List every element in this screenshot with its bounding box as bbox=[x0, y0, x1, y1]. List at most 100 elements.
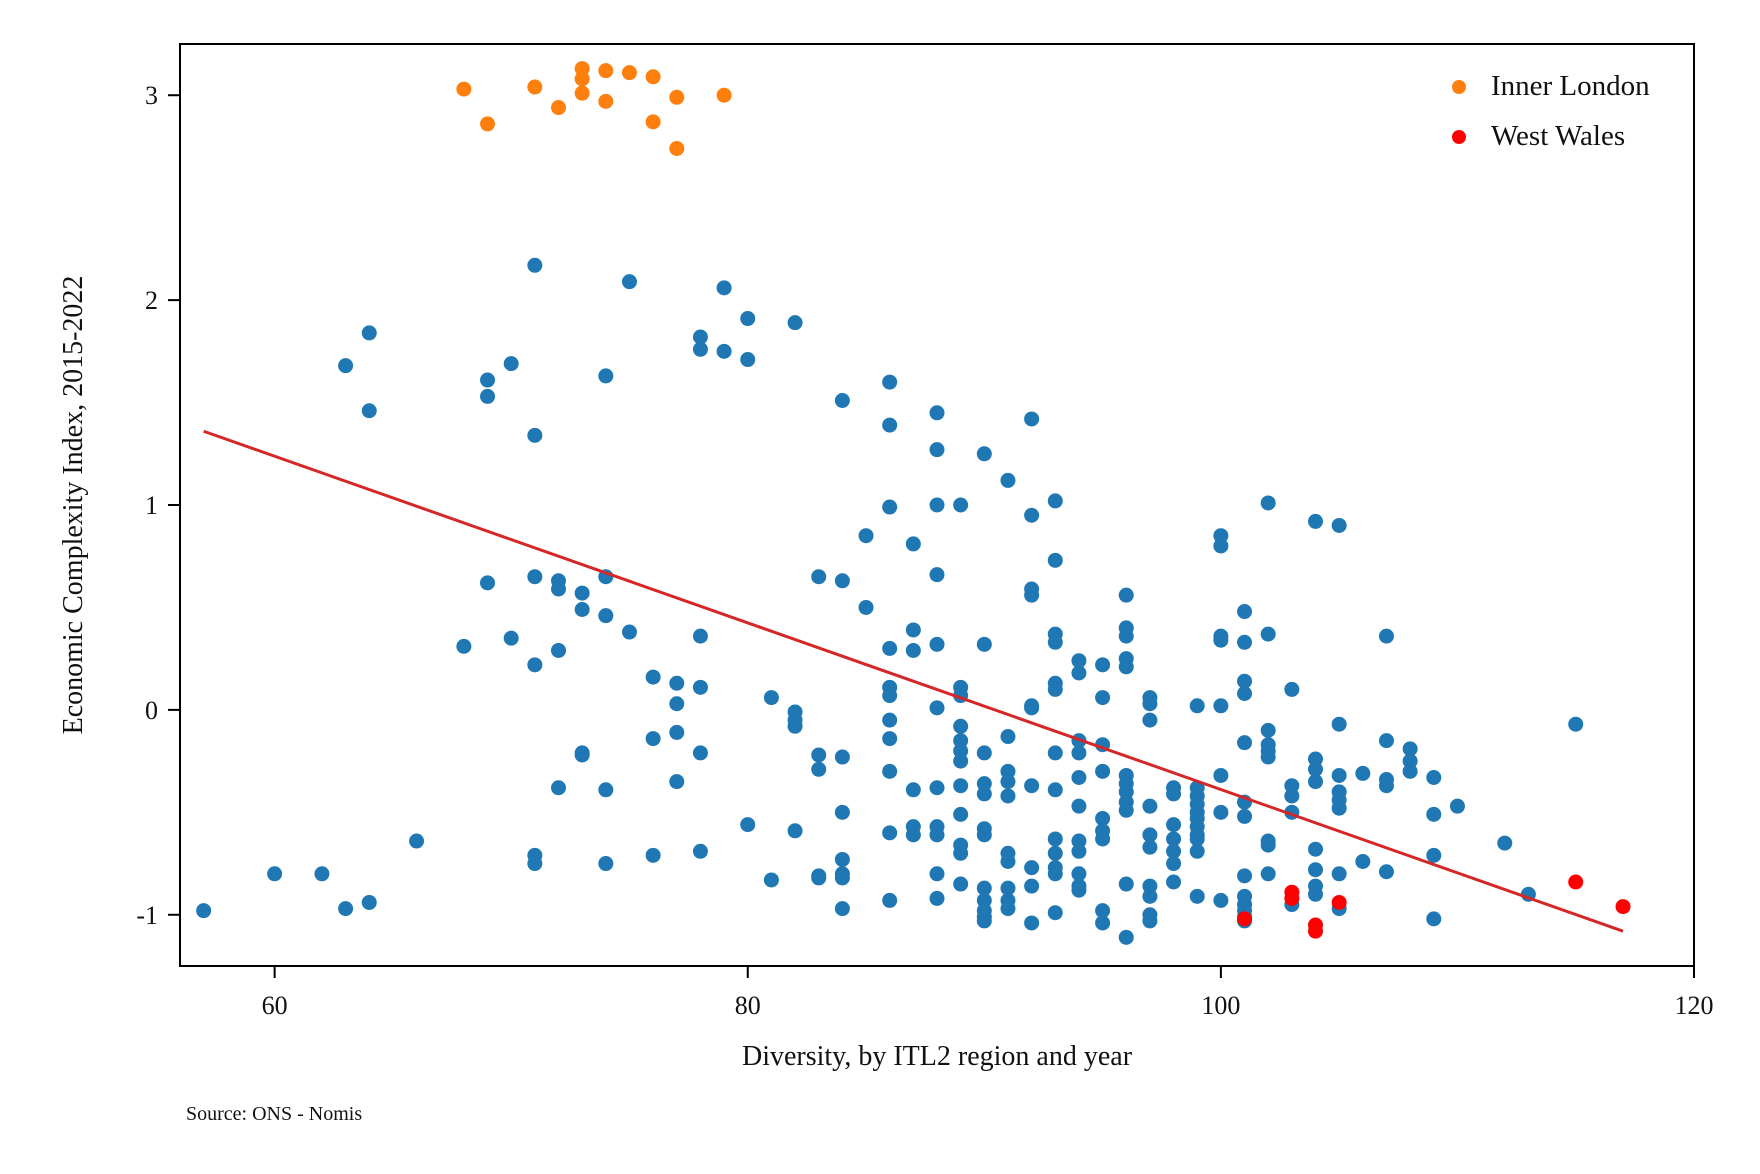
point-other-regions bbox=[1497, 835, 1513, 851]
point-other-regions bbox=[1142, 839, 1158, 855]
point-other-regions bbox=[953, 845, 969, 861]
point-other-regions bbox=[1260, 749, 1276, 765]
point-other-regions bbox=[1166, 843, 1182, 859]
point-other-regions bbox=[763, 872, 779, 888]
point-other-regions bbox=[1331, 866, 1347, 882]
point-other-regions bbox=[1095, 657, 1111, 673]
y-tick-label: -1 bbox=[136, 901, 158, 930]
point-other-regions bbox=[787, 823, 803, 839]
point-west-wales bbox=[1237, 911, 1253, 927]
point-other-regions bbox=[976, 446, 992, 462]
point-other-regions bbox=[1426, 847, 1442, 863]
point-other-regions bbox=[1000, 901, 1016, 917]
point-other-regions bbox=[1213, 698, 1229, 714]
point-other-regions bbox=[834, 901, 850, 917]
point-other-regions bbox=[1024, 700, 1040, 716]
point-inner-london bbox=[527, 79, 543, 95]
point-other-regions bbox=[1189, 698, 1205, 714]
point-other-regions bbox=[1260, 837, 1276, 853]
point-other-regions bbox=[834, 804, 850, 820]
point-other-regions bbox=[1071, 866, 1087, 882]
y-axis: -1 0 1 2 3 bbox=[136, 81, 180, 930]
point-other-regions bbox=[1331, 716, 1347, 732]
point-other-regions bbox=[527, 257, 543, 273]
point-other-regions bbox=[669, 774, 685, 790]
point-inner-london bbox=[574, 85, 590, 101]
legend-marker-west-wales bbox=[1452, 130, 1466, 144]
point-other-regions bbox=[1118, 628, 1134, 644]
point-other-regions bbox=[882, 731, 898, 747]
point-other-regions bbox=[1000, 472, 1016, 488]
point-other-regions bbox=[929, 890, 945, 906]
x-tick-label: 100 bbox=[1201, 991, 1240, 1020]
point-other-regions bbox=[1024, 778, 1040, 794]
point-other-regions bbox=[1284, 788, 1300, 804]
point-other-regions bbox=[929, 700, 945, 716]
point-other-regions bbox=[503, 630, 519, 646]
point-other-regions bbox=[1237, 735, 1253, 751]
point-west-wales bbox=[1308, 923, 1323, 939]
point-other-regions bbox=[1189, 831, 1205, 847]
point-other-regions bbox=[811, 569, 827, 585]
point-other-regions bbox=[196, 903, 212, 919]
point-other-regions bbox=[1166, 856, 1182, 872]
point-other-regions bbox=[1213, 767, 1229, 783]
point-other-regions bbox=[1071, 770, 1087, 786]
point-other-regions bbox=[834, 851, 850, 867]
point-other-regions bbox=[1308, 513, 1323, 529]
point-other-regions bbox=[1378, 778, 1394, 794]
point-inner-london bbox=[621, 65, 637, 81]
point-other-regions bbox=[1071, 745, 1087, 761]
point-other-regions bbox=[1260, 626, 1276, 642]
y-tick-label: 1 bbox=[145, 491, 158, 520]
point-other-regions bbox=[882, 417, 898, 433]
point-other-regions bbox=[574, 585, 590, 601]
point-other-regions bbox=[953, 718, 969, 734]
point-other-regions bbox=[740, 352, 756, 368]
point-west-wales bbox=[1331, 894, 1347, 910]
point-other-regions bbox=[503, 356, 519, 372]
point-other-regions bbox=[480, 575, 496, 591]
point-other-regions bbox=[692, 329, 708, 345]
point-other-regions bbox=[716, 343, 732, 359]
point-other-regions bbox=[692, 843, 708, 859]
point-other-regions bbox=[716, 280, 732, 296]
point-inner-london bbox=[598, 63, 614, 79]
point-other-regions bbox=[1000, 854, 1016, 870]
point-other-regions bbox=[740, 311, 756, 327]
point-other-regions bbox=[834, 870, 850, 886]
point-other-regions bbox=[1071, 798, 1087, 814]
point-other-regions bbox=[669, 696, 685, 712]
point-other-regions bbox=[1024, 507, 1040, 523]
point-other-regions bbox=[1213, 892, 1229, 908]
point-other-regions bbox=[1355, 854, 1371, 870]
point-other-regions bbox=[1378, 733, 1394, 749]
point-other-regions bbox=[905, 642, 921, 658]
point-other-regions bbox=[1426, 770, 1442, 786]
point-other-regions bbox=[1308, 886, 1323, 902]
point-other-regions bbox=[1142, 712, 1158, 728]
point-inner-london bbox=[598, 93, 614, 109]
point-other-regions bbox=[976, 786, 992, 802]
point-other-regions bbox=[692, 745, 708, 761]
point-other-regions bbox=[953, 753, 969, 769]
point-other-regions bbox=[1024, 915, 1040, 931]
point-west-wales bbox=[1615, 899, 1631, 915]
point-other-regions bbox=[1118, 587, 1134, 603]
point-other-regions bbox=[1166, 786, 1182, 802]
point-other-regions bbox=[882, 640, 898, 656]
point-other-regions bbox=[1047, 782, 1063, 798]
x-tick-label: 120 bbox=[1675, 991, 1714, 1020]
point-other-regions bbox=[858, 599, 874, 615]
point-other-regions bbox=[267, 866, 283, 882]
point-other-regions bbox=[811, 747, 827, 763]
point-other-regions bbox=[929, 866, 945, 882]
point-other-regions bbox=[621, 274, 637, 290]
point-other-regions bbox=[527, 856, 543, 872]
point-other-regions bbox=[1047, 681, 1063, 697]
point-other-regions bbox=[1308, 841, 1323, 857]
point-other-regions bbox=[929, 442, 945, 458]
point-other-regions bbox=[1000, 788, 1016, 804]
point-other-regions bbox=[598, 368, 614, 384]
point-other-regions bbox=[1118, 876, 1134, 892]
